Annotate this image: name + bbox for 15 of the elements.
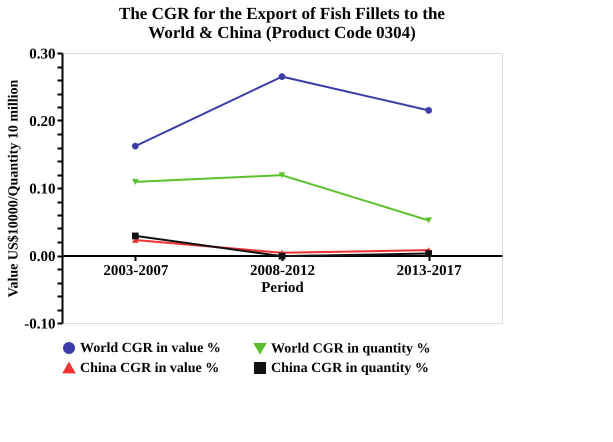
y-tick-label: 0.00	[29, 249, 56, 265]
x-tick-label: 2013-2017	[396, 263, 462, 279]
legend-label: World CGR in quantity %	[271, 341, 430, 356]
legend-label: China CGR in value %	[80, 361, 220, 376]
y-tick-label: -0.10	[24, 316, 56, 332]
x-tick-label: 2008-2012	[250, 263, 315, 279]
y-tick-label: 0.20	[29, 114, 56, 130]
legend-label: World CGR in value %	[80, 341, 221, 356]
y-tick-label: 0.30	[29, 46, 56, 62]
x-axis-title: Period	[261, 280, 304, 296]
y-axis-title: Value US$10000/Quantity 10 million	[6, 79, 22, 298]
x-tick-label: 2003-2007	[103, 263, 169, 279]
legend-label: China CGR in quantity %	[271, 361, 429, 376]
chart-title: The CGR for the Export of Fish Fillets to the World & China (Product Code 0304)	[119, 4, 446, 42]
y-tick-label: 0.10	[29, 182, 56, 198]
